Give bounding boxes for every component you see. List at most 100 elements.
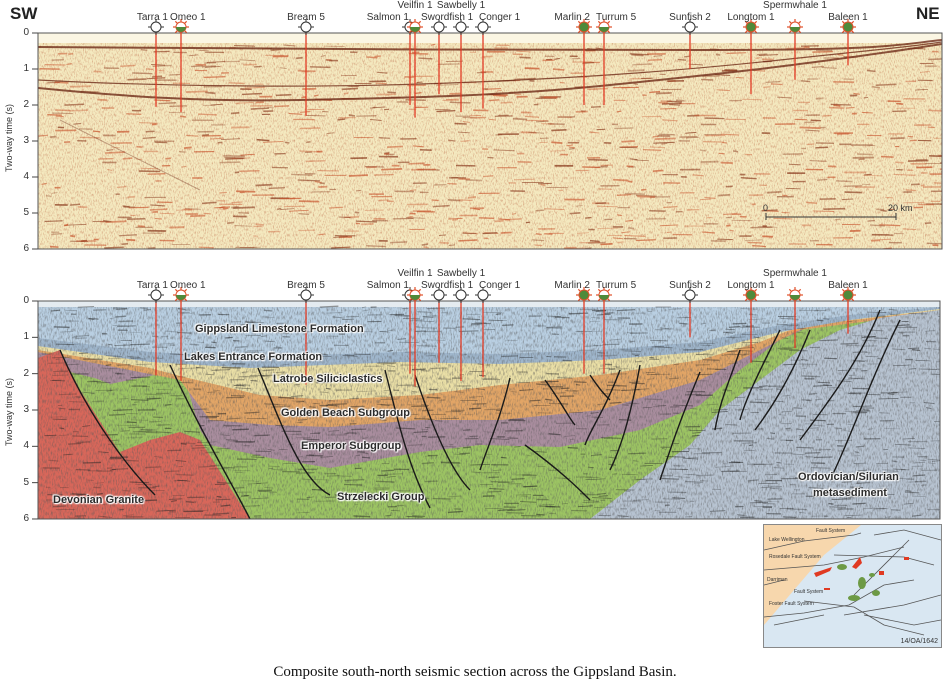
- tick-label-bottom: 1: [23, 331, 29, 343]
- open-circle-icon: [431, 19, 447, 35]
- well-label: Baleen 1: [828, 12, 868, 23]
- well-label: Longtom 1: [727, 280, 775, 291]
- open-circle-icon: [148, 287, 164, 303]
- well-tarra-1-top[interactable]: [148, 19, 164, 107]
- scale-bar: [765, 213, 897, 220]
- open-circle-icon: [148, 19, 164, 35]
- well-sunfish-2-top[interactable]: [682, 19, 698, 69]
- tick-label-top: 2: [23, 99, 29, 110]
- inset-land: [764, 525, 861, 625]
- open-circle-icon: [298, 19, 314, 35]
- inset-map-code: 14/OA/1642: [900, 638, 938, 645]
- label-latrobe: Latrobe Siliciclastics: [273, 373, 383, 385]
- tick-label-top: 6: [23, 243, 29, 254]
- well-bream-5-top[interactable]: [298, 19, 314, 116]
- open-circle-icon: [475, 287, 491, 303]
- well-label: Baleen 1: [828, 280, 868, 291]
- tick-label-bottom: 4: [23, 440, 29, 452]
- well-sawbelly-1-top[interactable]: [453, 19, 469, 113]
- half-filled-sun-icon: [173, 287, 189, 303]
- fault-lines: [59, 309, 901, 519]
- scale-bar-start: 0: [763, 203, 769, 213]
- well-label: Bream 5: [287, 280, 325, 291]
- half-filled-sun-icon: [787, 19, 803, 35]
- filled-sun-icon: [840, 19, 856, 35]
- direction-sw: SW: [10, 4, 38, 23]
- tick-label-top: 4: [23, 171, 29, 182]
- label-golden-beach: Golden Beach Subgroup: [281, 407, 410, 419]
- well-veilfin-1-top[interactable]: [407, 19, 423, 118]
- label-lakes-entrance: Lakes Entrance Formation: [184, 351, 323, 363]
- well-tarra-1-bottom[interactable]: [148, 287, 164, 376]
- well-omeo-1-bottom[interactable]: [173, 287, 189, 381]
- well-turrum-5-bottom[interactable]: [596, 287, 612, 374]
- half-filled-sun-icon: [407, 19, 423, 35]
- well-label: Tarra 1: [136, 12, 168, 23]
- well-swordfish-1-bottom[interactable]: [431, 287, 447, 363]
- well-spermwhale-1-bottom[interactable]: [787, 287, 803, 349]
- well-turrum-5-top[interactable]: [596, 19, 612, 105]
- tick-label-top: 3: [23, 135, 29, 146]
- well-label: Bream 5: [287, 12, 325, 23]
- well-sunfish-2-bottom[interactable]: [682, 287, 698, 338]
- inset-label-fault-system-2: Fault System: [794, 589, 824, 595]
- figure-caption: Composite south-north seismic section ac…: [273, 664, 677, 680]
- well-label: Sawbelly 1: [436, 268, 486, 279]
- label-strzelecki: Strzelecki Group: [337, 491, 425, 503]
- open-circle-icon: [431, 287, 447, 303]
- tick-label-bottom: 5: [23, 476, 29, 488]
- half-filled-sun-icon: [596, 287, 612, 303]
- well-label: Swordfish 1: [421, 12, 474, 23]
- open-circle-icon: [682, 19, 698, 35]
- well-veilfin-1-bottom[interactable]: [407, 287, 423, 387]
- well-spermwhale-1-top[interactable]: [787, 19, 803, 80]
- well-label: Spermwhale 1: [763, 268, 827, 279]
- open-circle-icon: [453, 287, 469, 303]
- y-axis-label-top: Two-way time (s): [4, 103, 14, 172]
- tick-label-top: 5: [23, 207, 29, 218]
- well-sawbelly-1-bottom[interactable]: [453, 287, 469, 381]
- inset-label-darriman: Darriman: [767, 577, 788, 583]
- well-baleen-1-top[interactable]: [840, 19, 856, 66]
- well-label: Sawbelly 1: [436, 0, 486, 11]
- tick-label-bottom: 6: [23, 512, 29, 524]
- well-longtom-1-top[interactable]: [743, 19, 759, 95]
- well-conger-1-top[interactable]: [475, 19, 491, 109]
- y-axis-label-bottom: Two-way time (s): [4, 377, 14, 446]
- seismic-sections: [32, 19, 943, 520]
- well-baleen-1-bottom[interactable]: [840, 287, 856, 334]
- well-label: Marlin 2: [554, 280, 590, 291]
- scale-bar-end: 20 km: [888, 203, 913, 213]
- seismic-panel-raw: [37, 32, 943, 250]
- well-label: Spermwhale 1: [763, 0, 827, 11]
- well-label: Marlin 2: [554, 12, 590, 23]
- filled-sun-icon: [840, 287, 856, 303]
- inset-label-rosedale: Rosedale Fault System: [769, 554, 821, 560]
- label-devonian-granite: Devonian Granite: [53, 494, 145, 506]
- filled-sun-icon: [743, 287, 759, 303]
- label-emperor: Emperor Subgroup: [301, 440, 402, 452]
- well-label: Conger 1: [479, 12, 521, 23]
- well-marlin-2-top[interactable]: [576, 19, 592, 105]
- half-filled-sun-icon: [407, 287, 423, 303]
- well-label: Salmon 1: [366, 12, 409, 23]
- well-marlin-2-bottom[interactable]: [576, 287, 592, 374]
- label-ordovician-silurian: Ordovician/Silurian: [798, 471, 899, 483]
- well-longtom-1-bottom[interactable]: [743, 287, 759, 363]
- half-filled-sun-icon: [787, 287, 803, 303]
- well-label: Turrum 5: [596, 12, 637, 23]
- open-circle-icon: [475, 19, 491, 35]
- direction-ne: NE: [916, 4, 940, 23]
- open-circle-icon: [453, 19, 469, 35]
- well-label: Conger 1: [479, 280, 521, 291]
- well-omeo-1-top[interactable]: [173, 19, 189, 113]
- well-label: Sunfish 2: [669, 280, 711, 291]
- tick-label-bottom: 2: [23, 367, 29, 379]
- well-conger-1-bottom[interactable]: [475, 287, 491, 378]
- tick-label-bottom: 3: [23, 403, 29, 415]
- well-swordfish-1-top[interactable]: [431, 19, 447, 95]
- well-label: Veilfin 1: [397, 0, 433, 11]
- inset-location-map: Lake Wellington Fault System Rosedale Fa…: [763, 524, 942, 648]
- well-label: Salmon 1: [366, 280, 409, 291]
- well-bream-5-bottom[interactable]: [298, 287, 314, 385]
